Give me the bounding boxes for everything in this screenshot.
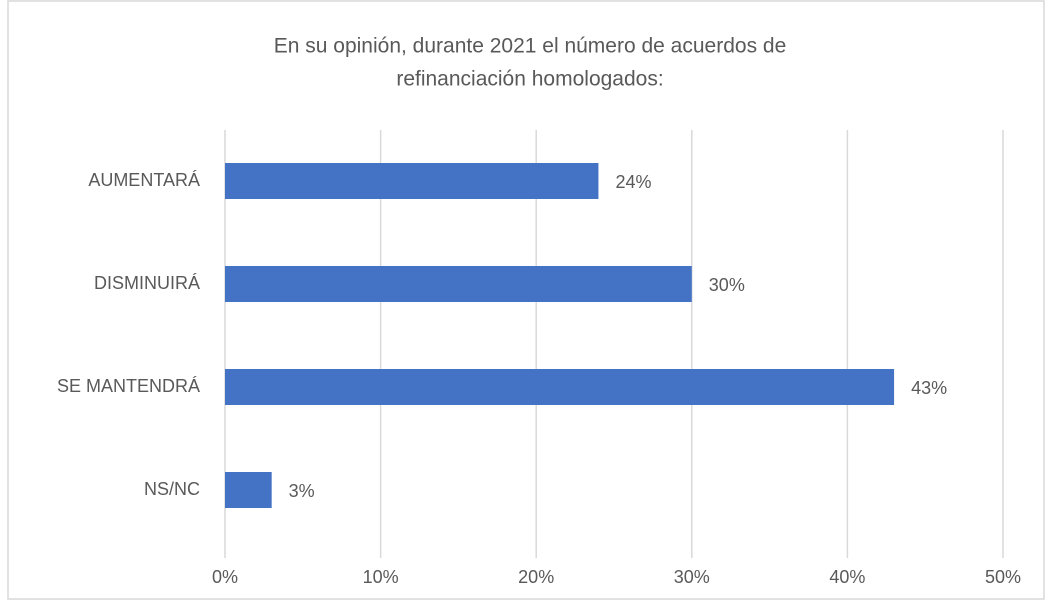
x-tick-label: 50% bbox=[985, 567, 1021, 587]
bar bbox=[225, 472, 272, 508]
data-label: 43% bbox=[911, 378, 947, 398]
x-tick-label: 10% bbox=[363, 567, 399, 587]
chart-title: En su opinión, durante 2021 el número de… bbox=[274, 35, 787, 58]
data-label: 24% bbox=[615, 172, 651, 192]
y-tick-label: DISMINUIRÁ bbox=[94, 273, 200, 293]
data-label: 30% bbox=[709, 275, 745, 295]
data-label: 3% bbox=[289, 481, 315, 501]
y-tick-label: NS/NC bbox=[144, 479, 200, 499]
chart-title: refinanciación homologados: bbox=[396, 68, 663, 91]
x-tick-label: 20% bbox=[518, 567, 554, 587]
bar bbox=[225, 163, 599, 199]
x-tick-label: 0% bbox=[212, 567, 238, 587]
bar bbox=[225, 266, 692, 302]
y-tick-label: SE MANTENDRÁ bbox=[57, 376, 200, 396]
x-tick-label: 40% bbox=[829, 567, 865, 587]
y-tick-label: AUMENTARÁ bbox=[88, 170, 200, 190]
x-tick-label: 30% bbox=[674, 567, 710, 587]
bar bbox=[225, 369, 895, 405]
